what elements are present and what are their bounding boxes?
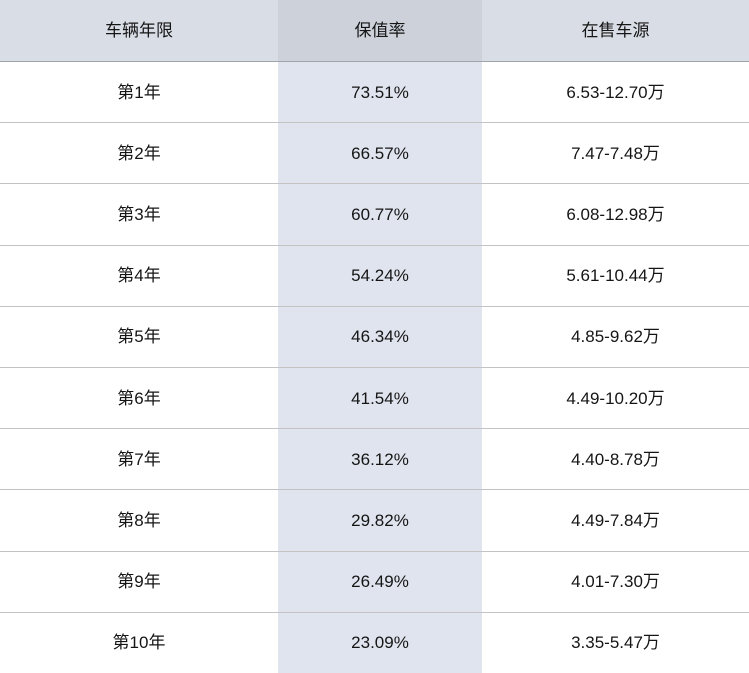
vehicle-age-cell: 第9年	[117, 572, 161, 592]
table-row: 第10年 23.09% 3.35-5.47万	[0, 611, 749, 673]
retention-rate-cell: 23.09%	[278, 612, 482, 673]
retention-rate-cell: 66.57%	[278, 123, 482, 184]
column-header-retention-rate: 保值率	[278, 0, 482, 61]
retention-rate-cell: 36.12%	[278, 429, 482, 490]
vehicle-age-cell: 第5年	[117, 327, 161, 347]
column-header-listings: 在售车源	[482, 0, 749, 61]
table-row: 第6年 41.54% 4.49-10.20万	[0, 367, 749, 429]
retention-rate-cell: 54.24%	[278, 245, 482, 306]
listings-price-range-cell: 6.53-12.70万	[566, 82, 665, 102]
column-header-vehicle-age: 车辆年限	[0, 0, 278, 61]
listings-price-range-cell: 4.49-7.84万	[571, 511, 660, 531]
vehicle-age-cell: 第8年	[117, 511, 161, 531]
table-row: 第1年 73.51% 6.53-12.70万	[0, 62, 749, 123]
vehicle-age-cell: 第2年	[117, 143, 161, 163]
vehicle-age-cell: 第3年	[117, 205, 161, 224]
retention-rate-cell: 29.82%	[278, 490, 482, 551]
vehicle-age-cell: 第6年	[117, 388, 161, 408]
vehicle-age-cell: 第7年	[117, 449, 161, 469]
listings-price-range-cell: 3.35-5.47万	[571, 633, 660, 653]
table-row: 第8年 29.82% 4.49-7.84万	[0, 489, 749, 551]
table-row: 第3年 60.77% 6.08-12.98万	[0, 183, 749, 245]
table-row: 第4年 54.24% 5.61-10.44万	[0, 244, 749, 306]
retention-rate-cell: 26.49%	[278, 551, 482, 612]
retention-rate-cell: 46.34%	[278, 306, 482, 368]
listings-price-range-cell: 5.61-10.44万	[566, 266, 665, 286]
table-row: 第2年 66.57% 7.47-7.48万	[0, 122, 749, 184]
retention-rate-cell: 41.54%	[278, 368, 482, 429]
retention-rate-cell: 60.77%	[278, 184, 482, 245]
listings-price-range-cell: 4.40-8.78万	[571, 449, 660, 469]
listings-price-range-cell: 4.01-7.30万	[571, 572, 660, 592]
table-row: 第5年 46.34% 4.85-9.62万	[0, 305, 749, 368]
vehicle-age-cell: 第10年	[112, 633, 166, 653]
table-header-row: 车辆年限 保值率 在售车源	[0, 0, 749, 62]
retention-rate-cell: 73.51%	[278, 62, 482, 123]
vehicle-age-cell: 第1年	[117, 82, 161, 102]
vehicle-age-cell: 第4年	[117, 266, 161, 286]
table-row: 第9年 26.49% 4.01-7.30万	[0, 550, 749, 612]
listings-price-range-cell: 7.47-7.48万	[571, 143, 660, 163]
table-row: 第7年 36.12% 4.40-8.78万	[0, 428, 749, 490]
listings-price-range-cell: 4.49-10.20万	[566, 388, 665, 408]
listings-price-range-cell: 4.85-9.62万	[571, 327, 660, 347]
listings-price-range-cell: 6.08-12.98万	[566, 205, 665, 224]
